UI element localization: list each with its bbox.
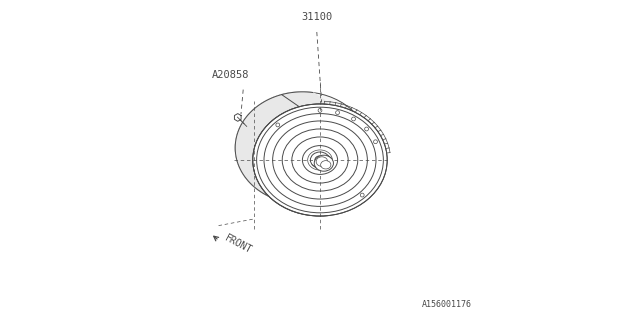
Polygon shape (236, 92, 330, 216)
Ellipse shape (314, 155, 333, 171)
Ellipse shape (236, 92, 370, 204)
Text: A20858: A20858 (212, 70, 249, 80)
Text: 31100: 31100 (301, 12, 332, 22)
Text: FRONT: FRONT (223, 233, 254, 256)
Ellipse shape (253, 104, 387, 216)
Ellipse shape (321, 161, 331, 169)
Text: A156001176: A156001176 (422, 300, 472, 309)
Ellipse shape (316, 157, 328, 166)
